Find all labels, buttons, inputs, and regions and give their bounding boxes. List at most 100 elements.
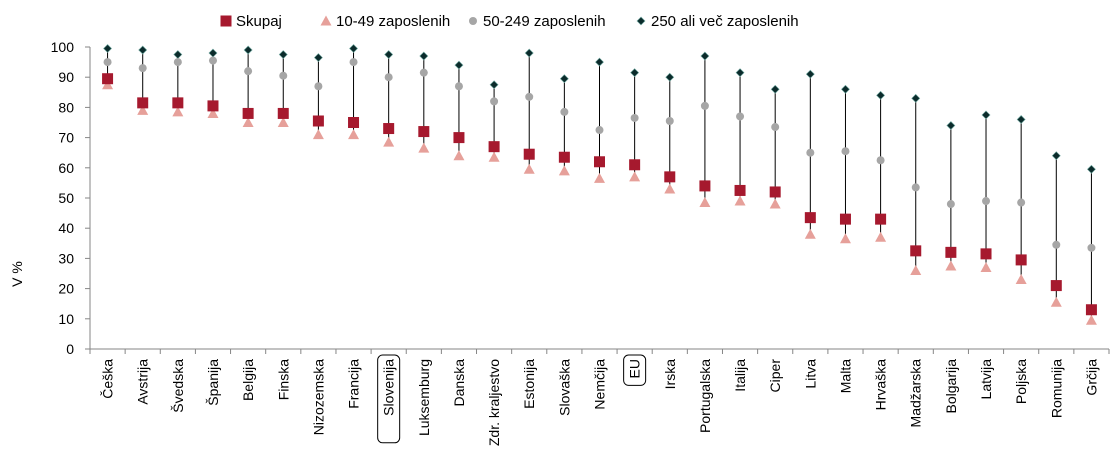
point-10-49-zaposlenih [277, 117, 289, 127]
x-tick-label: Francija [346, 359, 362, 409]
x-tick-label: Nizozemska [310, 359, 326, 435]
point-50-249-zaposlenih [1017, 198, 1026, 207]
point-50-249-zaposlenih [946, 200, 955, 209]
x-tick-label-group: Švedska [170, 359, 186, 413]
y-tick-label: 30 [58, 250, 74, 266]
point-250-ali-ve-zaposlenih [138, 45, 148, 55]
point-10-49-zaposlenih [769, 198, 781, 209]
x-tick-label: Luksemburg [416, 359, 432, 436]
x-tick-label: Portugalska [697, 359, 713, 433]
x-tick-label-group: Italija [732, 359, 748, 392]
point-50-249-zaposlenih [1087, 243, 1096, 252]
y-tick-label: 100 [51, 39, 75, 55]
point-50-249-zaposlenih [525, 92, 534, 101]
x-tick-label: Ciper [767, 359, 783, 393]
point-skupaj [488, 141, 500, 153]
x-tick-label: Avstrija [135, 359, 151, 405]
point-skupaj [839, 213, 851, 225]
y-tick-label: 60 [58, 160, 74, 176]
x-tick-label-group: Nemčija [592, 359, 608, 410]
point-250-ali-ve-zaposlenih [524, 48, 534, 58]
point-50-249-zaposlenih [454, 82, 463, 91]
point-10-49-zaposlenih [418, 142, 430, 153]
x-tick-label: Slovaška [556, 359, 572, 416]
x-tick-label-group: Portugalska [697, 359, 713, 433]
y-tick-label: 0 [66, 341, 74, 357]
x-tick-label: Irska [662, 359, 678, 390]
x-tick-label-group: EU [623, 354, 647, 386]
point-50-249-zaposlenih [665, 116, 674, 125]
legend-marker-250-ali-ve-zaposlenih [636, 16, 646, 26]
point-10-49-zaposlenih [488, 151, 500, 162]
point-250-ali-ve-zaposlenih [700, 51, 710, 61]
point-skupaj [523, 148, 535, 160]
legend-marker-50-249-zaposlenih [469, 17, 477, 25]
x-tick-label-group: Francija [346, 359, 362, 409]
point-10-49-zaposlenih [594, 172, 605, 183]
point-10-49-zaposlenih [1050, 296, 1062, 307]
x-tick-label-group: Irska [662, 359, 678, 390]
point-skupaj [875, 213, 887, 225]
x-tick-label-group: Nizozemska [310, 359, 326, 435]
x-tick-label-group: Litva [802, 359, 818, 389]
point-250-ali-ve-zaposlenih [559, 74, 569, 84]
point-10-49-zaposlenih [312, 129, 324, 140]
data-marks [102, 44, 1097, 325]
point-250-ali-ve-zaposlenih [243, 45, 253, 55]
point-skupaj [312, 115, 324, 127]
x-tick-label-group: Danska [451, 359, 467, 407]
legend-label: Skupaj [236, 13, 282, 30]
point-50-249-zaposlenih [349, 58, 358, 67]
x-tick-label: Grčija [1083, 359, 1099, 396]
point-250-ali-ve-zaposlenih [981, 110, 991, 120]
point-10-49-zaposlenih [839, 233, 851, 244]
point-10-49-zaposlenih [699, 197, 711, 208]
point-skupaj [734, 184, 746, 196]
x-tick-label-group: Romunija [1048, 359, 1064, 418]
point-10-49-zaposlenih [734, 195, 746, 206]
x-tick-label: Zdr. kraljestvo [486, 359, 502, 446]
x-tick-label-group: Ciper [767, 359, 783, 393]
x-tick-label: Poljska [1013, 359, 1029, 404]
y-tick-label: 90 [58, 69, 74, 85]
point-skupaj [1085, 304, 1097, 316]
y-tick-label: 10 [58, 311, 74, 327]
point-10-49-zaposlenih [207, 107, 219, 118]
point-skupaj [664, 171, 676, 183]
x-tick-label-group: Grčija [1083, 359, 1099, 396]
point-250-ali-ve-zaposlenih [173, 50, 183, 59]
point-skupaj [558, 151, 570, 163]
point-10-49-zaposlenih [102, 79, 114, 90]
point-skupaj [453, 132, 465, 144]
x-tick-label-group: Poljska [1013, 359, 1029, 404]
point-10-49-zaposlenih [1015, 274, 1027, 285]
x-tick-label: Hrvaška [873, 359, 889, 411]
point-10-49-zaposlenih [664, 183, 676, 194]
point-50-249-zaposlenih [208, 56, 217, 65]
point-skupaj [348, 117, 360, 128]
point-50-249-zaposlenih [244, 67, 253, 76]
point-10-49-zaposlenih [453, 150, 465, 161]
x-tick-labels: Češka Avstrija Švedska Španija Belgija Finska… [100, 354, 1099, 446]
x-tick-label-group: Avstrija [135, 359, 151, 405]
range-lines [107, 48, 1092, 321]
x-tick-label-group: Finska [275, 359, 291, 400]
point-50-249-zaposlenih [595, 126, 604, 135]
legend-label: 10-49 zaposlenih [336, 13, 450, 30]
point-50-249-zaposlenih [173, 58, 182, 67]
point-250-ali-ve-zaposlenih [489, 80, 499, 90]
x-tick-label: Španija [205, 359, 221, 406]
point-250-ali-ve-zaposlenih [384, 50, 394, 59]
point-skupaj [242, 107, 254, 119]
x-tick-label-group: Estonija [521, 359, 537, 409]
point-50-249-zaposlenih [911, 183, 920, 192]
point-250-ali-ve-zaposlenih [805, 69, 815, 79]
x-tick-label: Estonija [521, 359, 537, 409]
point-skupaj [1015, 254, 1027, 266]
point-skupaj [172, 97, 184, 109]
point-50-249-zaposlenih [876, 156, 885, 165]
point-10-49-zaposlenih [980, 261, 992, 272]
point-skupaj [769, 186, 781, 198]
point-skupaj [102, 73, 114, 85]
point-250-ali-ve-zaposlenih [595, 57, 604, 67]
